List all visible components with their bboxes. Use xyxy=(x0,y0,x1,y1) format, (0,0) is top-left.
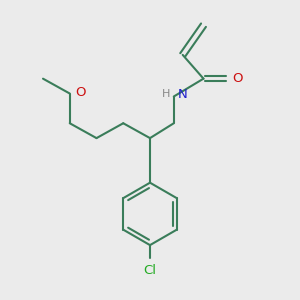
Text: O: O xyxy=(232,72,243,85)
Text: O: O xyxy=(75,85,86,98)
Text: Cl: Cl xyxy=(143,264,157,277)
Text: H: H xyxy=(162,89,170,99)
Text: N: N xyxy=(177,88,187,100)
